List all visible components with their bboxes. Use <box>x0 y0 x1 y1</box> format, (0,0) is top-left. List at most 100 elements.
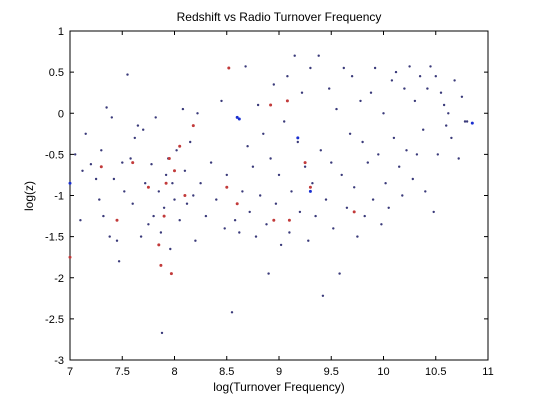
scatter-point <box>162 206 166 209</box>
scatter-point <box>136 124 140 127</box>
scatter-point <box>328 87 331 90</box>
scatter-point <box>439 91 443 94</box>
scatter-point <box>164 181 168 185</box>
scatter-point <box>233 219 237 222</box>
scatter-point <box>178 144 182 148</box>
scatter-point <box>84 132 87 135</box>
scatter-point <box>150 163 153 166</box>
scatter-point <box>267 272 270 275</box>
scatter-point <box>256 103 260 107</box>
scatter-point <box>175 149 178 152</box>
scatter-point <box>457 157 460 160</box>
scatter-point <box>152 214 155 218</box>
scatter-point <box>373 66 377 70</box>
scatter-point <box>286 75 289 78</box>
y-tick-label: 1 <box>58 26 64 38</box>
scatter-point <box>303 161 307 165</box>
scatter-point <box>129 157 132 160</box>
scatter-point <box>413 99 417 103</box>
x-tick-label: 7.5 <box>115 366 130 378</box>
chart-title: Redshift vs Radio Turnover Frequency <box>177 10 382 24</box>
scatter-point <box>340 173 343 177</box>
scatter-point <box>99 165 103 169</box>
scatter-point <box>436 153 439 156</box>
scatter-point <box>238 231 241 234</box>
scatter-point <box>94 177 98 181</box>
scatter-point <box>371 198 375 201</box>
scatter-point <box>442 103 446 107</box>
scatter-point <box>307 239 310 242</box>
y-tick-label: -0.5 <box>45 149 64 161</box>
data-points <box>68 54 474 335</box>
scatter-point <box>235 202 239 206</box>
y-tick-label: -2 <box>54 273 64 285</box>
scatter-point <box>274 202 278 205</box>
scatter-point <box>121 161 124 164</box>
x-tick-label: 8.5 <box>219 366 234 378</box>
scatter-point <box>133 136 136 140</box>
scatter-point <box>359 99 362 103</box>
scatter-point <box>330 161 333 164</box>
scatter-point <box>98 198 101 201</box>
scatter-point <box>237 117 241 121</box>
scatter-point <box>171 182 174 185</box>
scatter-point <box>465 120 469 123</box>
scatter-point <box>338 272 341 275</box>
scatter-point <box>159 231 163 234</box>
scatter-point <box>102 214 105 218</box>
scatter-point <box>225 173 228 177</box>
scatter-point <box>68 255 72 259</box>
scatter-point <box>285 99 289 103</box>
scatter-point <box>380 223 383 226</box>
scatter-point <box>112 177 116 181</box>
scatter-point <box>293 54 296 57</box>
y-tick-label: -3 <box>54 355 64 367</box>
scatter-point <box>254 235 258 238</box>
x-tick-label: 10 <box>377 366 389 378</box>
scatter-point <box>183 194 187 197</box>
y-tick-label: 0.5 <box>49 67 64 79</box>
scatter-point <box>300 91 304 94</box>
scatter-point <box>279 243 283 247</box>
scatter-point <box>248 210 251 214</box>
scatter-point <box>169 272 173 276</box>
scatter-point <box>169 247 172 251</box>
scatter-point <box>353 186 356 189</box>
scatter-point <box>157 243 161 247</box>
x-tick-label: 7 <box>67 366 73 378</box>
scatter-point <box>398 165 401 168</box>
scatter-point <box>363 214 366 218</box>
y-tick-label: -1.5 <box>45 232 64 244</box>
scatter-point <box>196 112 199 115</box>
scatter-point <box>283 120 286 123</box>
x-tick-label: 11 <box>482 366 493 378</box>
scatter-point <box>189 140 192 144</box>
scatter-point <box>142 128 145 131</box>
scatter-point <box>246 145 249 148</box>
scatter-point <box>345 206 349 209</box>
scatter-point <box>204 214 208 218</box>
scatter-point <box>272 218 276 222</box>
scatter-point <box>110 116 114 119</box>
scatter-point <box>348 132 352 135</box>
y-tick-label: -1 <box>54 191 64 203</box>
scatter-point <box>89 163 93 166</box>
scatter-point <box>352 210 356 214</box>
scatter-point <box>123 190 126 193</box>
scatter-point <box>426 87 429 90</box>
scatter-point <box>209 161 213 164</box>
scatter-point <box>108 235 111 238</box>
scatter-point <box>415 153 419 156</box>
scatter-point <box>220 99 223 103</box>
scatter-point <box>342 66 345 70</box>
scatter-point <box>288 231 291 234</box>
scatter-point <box>422 128 425 131</box>
scatter-point <box>332 227 335 230</box>
scatter-point <box>167 157 171 160</box>
scatter-point <box>262 132 265 135</box>
scatter-point <box>225 185 229 189</box>
scatter-point <box>350 75 354 78</box>
scatter-point <box>447 112 450 115</box>
scatter-point <box>192 194 195 197</box>
scatter-point <box>144 182 147 185</box>
